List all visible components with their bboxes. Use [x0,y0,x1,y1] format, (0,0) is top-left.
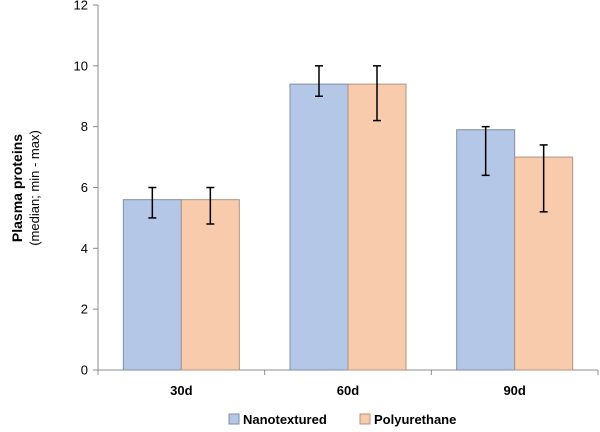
error-bars [148,65,548,225]
bar-polyurethane-30d [180,199,240,371]
bar-nanotextured-30d [122,199,182,371]
y-tick-label: 0 [81,363,88,378]
y-tick-label: 6 [81,180,88,195]
legend-swatch-polyurethane [359,413,371,425]
y-ticks: 0 2 4 6 8 10 12 [74,0,98,378]
bars [122,83,574,371]
y-tick-label: 4 [81,241,88,256]
legend-swatch-nanotextured [228,413,240,425]
y-axis-subtitle: (median; min - max) [27,130,42,246]
y-tick-label: 12 [74,0,88,13]
x-tick-label: 30d [170,383,192,398]
y-tick-label: 10 [74,58,88,73]
bar-nanotextured-60d [289,83,349,371]
legend: Nanotextured Polyurethane [228,412,456,427]
y-axis-title: Plasma proteins [9,134,25,242]
bar-polyurethane-60d [347,83,407,371]
x-tick-labels: 30d 60d 90d [170,383,526,398]
legend-label: Polyurethane [374,412,456,427]
x-tick-label: 60d [337,383,359,398]
y-axis-title-group: Plasma proteins (median; min - max) [9,130,42,246]
y-tick-label: 2 [81,302,88,317]
y-tick-label: 8 [81,119,88,134]
legend-label: Nanotextured [243,412,327,427]
x-tick-label: 90d [503,383,525,398]
